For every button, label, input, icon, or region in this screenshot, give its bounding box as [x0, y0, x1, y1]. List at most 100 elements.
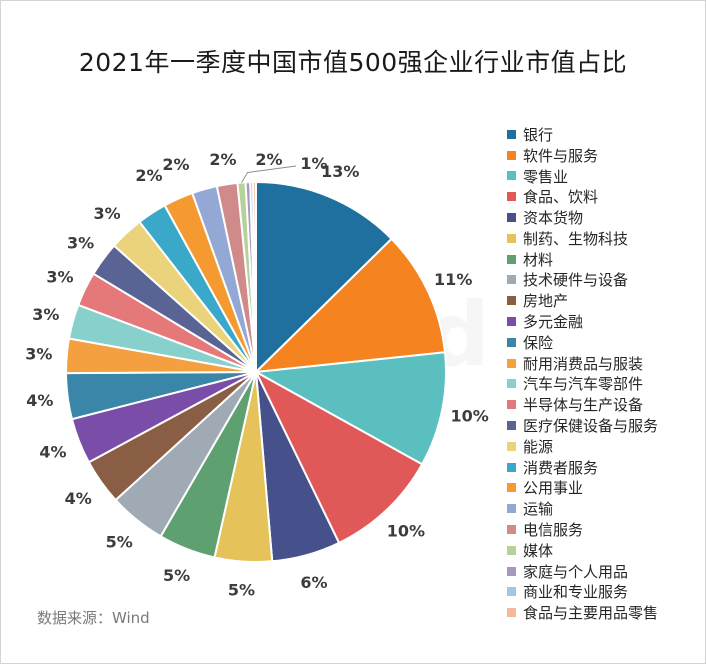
data-label-4: 6% [300, 573, 327, 592]
legend-item-20: 媒体 [507, 540, 705, 561]
legend-item-2: 零售业 [507, 166, 705, 187]
legend-label: 半导体与生产设备 [523, 396, 644, 415]
data-label-15: 3% [94, 204, 121, 223]
legend-label: 软件与服务 [523, 146, 599, 165]
legend-label: 电信服务 [523, 521, 584, 540]
legend-label: 消费者服务 [523, 458, 599, 477]
legend-label: 公用事业 [523, 479, 584, 498]
data-label-0: 13% [321, 162, 359, 181]
legend-label: 材料 [523, 250, 554, 269]
legend-swatch [507, 129, 516, 139]
legend-label: 银行 [523, 125, 554, 144]
data-label-11: 3% [25, 344, 52, 363]
legend-label: 汽车与汽车零部件 [523, 375, 644, 394]
legend-swatch [507, 254, 516, 264]
legend-label: 媒体 [523, 541, 554, 560]
legend-swatch [507, 358, 516, 368]
legend-item-9: 多元金融 [507, 311, 705, 332]
legend-swatch [507, 275, 516, 285]
legend-item-16: 消费者服务 [507, 457, 705, 478]
legend-swatch [507, 379, 516, 389]
legend-label: 医疗保健设备与服务 [523, 417, 659, 436]
legend-swatch [507, 296, 516, 306]
data-label-20: 1% [300, 154, 327, 173]
legend-item-17: 公用事业 [507, 478, 705, 499]
data-label-1: 11% [434, 270, 472, 289]
pie-slice-0 [255, 180, 393, 375]
legend-swatch [507, 171, 516, 181]
legend-item-0: 银行 [507, 124, 705, 145]
legend-label: 食品、饮料 [523, 188, 599, 207]
data-label-16: 2% [135, 166, 162, 185]
legend-item-4: 资本货物 [507, 207, 705, 228]
pie-slice-23 [252, 180, 257, 373]
data-label-19: 2% [255, 150, 282, 169]
legend-item-21: 家庭与个人用品 [507, 561, 705, 582]
pie-slice-3 [253, 369, 424, 545]
legend-label: 能源 [523, 437, 554, 456]
legend-label: 资本货物 [523, 209, 584, 228]
legend-swatch [507, 400, 516, 410]
source-note: 数据来源：Wind [37, 609, 150, 627]
legend-label: 保险 [523, 333, 554, 352]
data-label-8: 4% [65, 489, 92, 508]
pie-slice-1 [253, 237, 447, 374]
data-label-13: 3% [46, 268, 73, 287]
legend-item-3: 食品、饮料 [507, 186, 705, 207]
legend-label: 运输 [523, 500, 554, 519]
legend-item-22: 商业和专业服务 [507, 582, 705, 603]
legend-swatch [507, 525, 516, 535]
data-label-7: 5% [106, 533, 133, 552]
legend-item-12: 汽车与汽车零部件 [507, 374, 705, 395]
legend-item-15: 能源 [507, 436, 705, 457]
legend-item-6: 材料 [507, 249, 705, 270]
legend-label: 房地产 [523, 292, 569, 311]
legend-swatch [507, 337, 516, 347]
legend-swatch [507, 545, 516, 555]
chart-title: 2021年一季度中国市值500强企业行业市值占比 [78, 48, 628, 77]
legend-label: 商业和专业服务 [523, 583, 629, 602]
legend-item-8: 房地产 [507, 290, 705, 311]
legend: 银行软件与服务零售业食品、饮料资本货物 制药、生物科技 材料技术硬件与设备 房地产多元… [507, 124, 705, 623]
legend-label: 家庭与个人用品 [523, 562, 629, 581]
legend-swatch [507, 192, 516, 202]
legend-swatch [507, 462, 516, 472]
legend-item-18: 运输 [507, 498, 705, 519]
legend-item-19: 电信服务 [507, 519, 705, 540]
legend-swatch [507, 233, 516, 243]
legend-item-14: 医疗保健设备与服务 [507, 415, 705, 436]
legend-label: 食品与主要用品零售 [523, 604, 659, 623]
legend-item-23: 食品与主要用品零售 [507, 602, 705, 623]
data-label-18: 2% [209, 150, 236, 169]
legend-label: 制药、生物科技 [523, 229, 629, 248]
data-label-2: 10% [450, 407, 488, 426]
legend-swatch [507, 150, 516, 160]
data-label-5: 5% [228, 581, 255, 600]
legend-item-1: 软件与服务 [507, 145, 705, 166]
legend-swatch [507, 566, 516, 576]
legend-item-7: 技术硬件与设备 [507, 270, 705, 291]
legend-swatch [507, 317, 516, 327]
data-label-3: 10% [387, 521, 425, 540]
data-label-6: 5% [163, 566, 190, 585]
legend-item-5: 制药、生物科技 [507, 228, 705, 249]
legend-swatch [507, 608, 516, 618]
leader-line [241, 165, 297, 183]
legend-swatch [507, 504, 516, 514]
pie-slice-2 [252, 351, 447, 466]
legend-swatch [507, 421, 516, 431]
legend-item-13: 半导体与生产设备 [507, 394, 705, 415]
legend-item-11: 耐用消费品与服装 [507, 353, 705, 374]
data-label-14: 3% [67, 234, 94, 253]
data-label-17: 2% [162, 155, 189, 174]
data-label-10: 4% [26, 391, 53, 410]
legend-label: 技术硬件与设备 [523, 271, 629, 290]
data-label-12: 3% [32, 305, 59, 324]
legend-swatch [507, 441, 516, 451]
legend-label: 零售业 [523, 167, 569, 186]
legend-label: 耐用消费品与服装 [523, 354, 644, 373]
legend-label: 多元金融 [523, 313, 584, 332]
legend-swatch [507, 587, 516, 597]
